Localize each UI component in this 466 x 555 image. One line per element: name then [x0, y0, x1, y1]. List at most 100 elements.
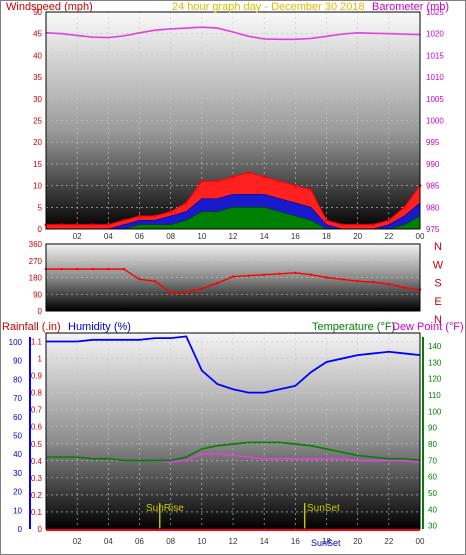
temperature-y-tick-label: 30 [428, 522, 437, 531]
direction-point [356, 280, 359, 283]
temperature-y-tick-label: 80 [428, 440, 437, 449]
wind-x-tick-label: 20 [353, 232, 362, 241]
rainfall-y-tick-label: 0.2 [31, 491, 43, 500]
rainfall-y-tick-label: 0.8 [31, 389, 43, 398]
barometer-y-tick-label: 1020 [426, 30, 444, 39]
humidity-panel-bg [46, 333, 420, 529]
wind-panel-border [45, 11, 421, 230]
gust-point [138, 214, 141, 218]
barometer-y-tick-label: 1005 [426, 95, 444, 104]
wind-y-tick-label: 35 [33, 73, 42, 82]
direction-y-tick-label: 0 [38, 307, 43, 316]
gust-point [184, 201, 188, 205]
temperature-y-tick-label: 140 [428, 342, 442, 351]
gust-point [340, 223, 344, 227]
humidity-y-tick-label: 40 [13, 450, 22, 459]
compass-label: N [434, 314, 442, 326]
temperature-y-tick-label: 130 [428, 358, 442, 367]
humidity-y-tick-label: 50 [13, 432, 22, 441]
compass-label: W [433, 259, 444, 271]
wind-y-tick-label: 40 [33, 51, 42, 60]
wind-y-tick-label: 0 [38, 225, 43, 234]
direction-point [309, 273, 313, 276]
gust-point [325, 218, 328, 222]
humidity-x-tick-label: 00 [416, 537, 425, 546]
barometer-y-tick-label: 980 [426, 203, 440, 212]
direction-panel-border [45, 243, 421, 312]
direction-point [262, 273, 266, 276]
humidity-line [46, 335, 421, 394]
gust-point [91, 223, 95, 227]
sunset-time-label: SunSet [311, 538, 341, 548]
barometer-line [45, 26, 421, 41]
direction-point [372, 280, 375, 284]
rainfall-y-tick-label: 0 [38, 525, 43, 534]
direction-point [247, 274, 250, 277]
data-layer [44, 26, 422, 529]
barometer-y-tick-label: 1015 [426, 51, 444, 60]
compass-label: S [434, 278, 441, 290]
gust-point [403, 205, 406, 209]
direction-point [138, 278, 141, 281]
wind-y-tick-label: 50 [33, 8, 42, 17]
rainfall-y-tick-label: 0.1 [31, 508, 43, 517]
gust-point [278, 179, 282, 183]
gust-point [247, 171, 250, 174]
wind-y-tick-label: 30 [33, 95, 42, 104]
wind-x-tick-label: 06 [135, 232, 144, 241]
direction-y-tick-label: 180 [29, 274, 43, 283]
humidity-y-tick-label: 90 [13, 357, 22, 366]
direction-point [340, 278, 344, 281]
direction-point [231, 275, 235, 278]
wind-x-tick-label: 16 [291, 232, 300, 241]
rainfall-y-tick-label: 0.6 [31, 423, 43, 432]
humidity-x-tick-label: 14 [260, 537, 269, 546]
direction-point [278, 272, 281, 275]
sunset-label: SunSet [307, 503, 340, 514]
humidity-x-tick-label: 18 [322, 537, 331, 546]
gust-point [293, 184, 297, 188]
temperature-axis-title: Temperature (°F) [312, 321, 395, 333]
wind-y-tick-label: 20 [33, 138, 42, 147]
dewpoint-axis-title: Dew Point (°F) [392, 321, 464, 333]
temperature-y-tick-label: 100 [428, 407, 442, 416]
compass-label: N [434, 241, 442, 253]
barometer-y-tick-label: 1025 [426, 8, 444, 17]
humidity-x-tick-label: 02 [73, 537, 82, 546]
humidity-y-tick-label: 60 [13, 413, 22, 422]
rainfall-y-tick-label: 0.9 [31, 372, 43, 381]
barometer-y-tick-label: 985 [426, 182, 440, 191]
direction-y-tick-label: 270 [29, 257, 43, 266]
direction-point [294, 271, 297, 275]
humidity-y-tick-label: 20 [13, 488, 22, 497]
gust-point [60, 223, 63, 227]
temperature-y-tick-label: 50 [428, 489, 437, 498]
gust-point [75, 223, 79, 227]
humidity-y-tick-label: 70 [13, 394, 22, 403]
axis-layer: 0510152025303540455097598098599099510001… [9, 8, 445, 546]
wind-y-tick-label: 45 [33, 30, 42, 39]
barometer-y-tick-label: 995 [426, 138, 440, 147]
sunrise-label: SunRise [146, 503, 184, 514]
gust-point [371, 223, 375, 227]
gust-point [122, 218, 126, 222]
wind-x-tick-label: 22 [384, 232, 393, 241]
barometer-axis-title: Barometer (mb) [372, 1, 449, 13]
chart-title: 24 hour graph day - December 30 2018 [172, 1, 365, 13]
compass-label: E [434, 296, 441, 308]
direction-point [60, 267, 63, 271]
direction-point [91, 267, 94, 271]
rainfall-y-tick-label: 0.4 [31, 457, 43, 466]
direction-point [75, 267, 79, 271]
wind-x-tick-label: 18 [322, 232, 331, 241]
temperature-y-tick-label: 90 [428, 424, 437, 433]
rainfall-y-tick-label: 0.5 [31, 440, 43, 449]
direction-point [185, 291, 188, 294]
barometer-y-tick-label: 975 [426, 225, 440, 234]
gust-point [106, 223, 110, 227]
direction-point [122, 267, 126, 271]
humidity-x-tick-label: 12 [229, 537, 238, 546]
direction-y-tick-label: 360 [29, 240, 43, 249]
barometer-y-tick-label: 1000 [426, 117, 444, 126]
